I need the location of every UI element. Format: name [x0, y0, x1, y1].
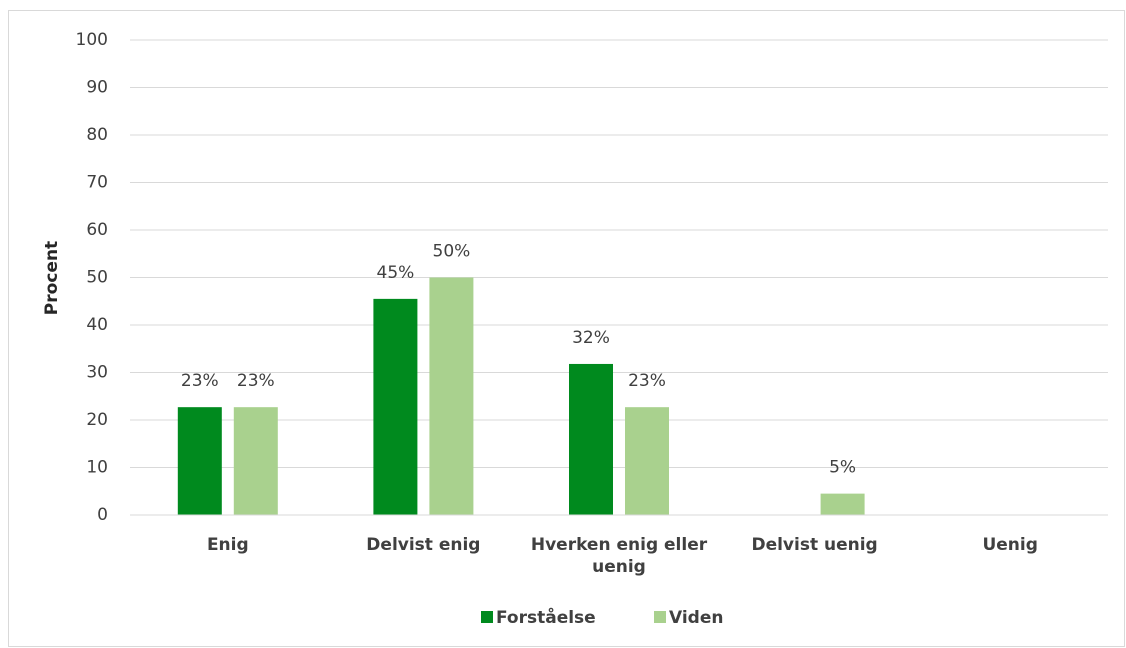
y-tick-label: 100	[76, 30, 108, 50]
data-label: 5%	[829, 458, 856, 478]
x-tick-label: Uenig	[982, 535, 1038, 555]
legend-swatch	[481, 611, 493, 623]
data-label: 45%	[377, 263, 415, 283]
bar	[820, 493, 865, 515]
bar	[373, 298, 418, 515]
legend-label: Viden	[669, 608, 724, 628]
y-tick-label: 60	[86, 220, 108, 240]
legend-label: Forståelse	[496, 606, 596, 628]
bar	[233, 407, 278, 515]
y-tick-label: 10	[86, 458, 108, 478]
bar	[429, 277, 474, 515]
y-tick-label: 50	[86, 268, 108, 288]
y-tick-label: 20	[86, 410, 108, 430]
y-tick-label: 70	[86, 173, 108, 193]
data-label: 23%	[181, 371, 219, 391]
y-tick-label: 40	[86, 315, 108, 335]
y-tick-label: 90	[86, 78, 108, 98]
x-tick-label: Delvist uenig	[751, 535, 878, 555]
y-tick-label: 80	[86, 125, 108, 145]
x-tick-label: Delvist enig	[366, 535, 481, 555]
x-tick-label: Hverken enig eller uenig	[530, 535, 708, 577]
data-label: 50%	[433, 242, 471, 262]
y-tick-label: 0	[97, 505, 108, 525]
bar	[625, 407, 669, 515]
x-tick-label: Enig	[206, 535, 249, 555]
y-axis-label: Procent	[42, 241, 62, 315]
legend-swatch	[654, 611, 666, 623]
frame	[8, 10, 1125, 647]
data-label: 23%	[237, 371, 275, 391]
bar	[177, 407, 222, 515]
bar	[569, 363, 613, 515]
y-tick-label: 30	[86, 363, 108, 383]
data-label: 23%	[628, 371, 666, 391]
data-label: 32%	[572, 328, 610, 348]
